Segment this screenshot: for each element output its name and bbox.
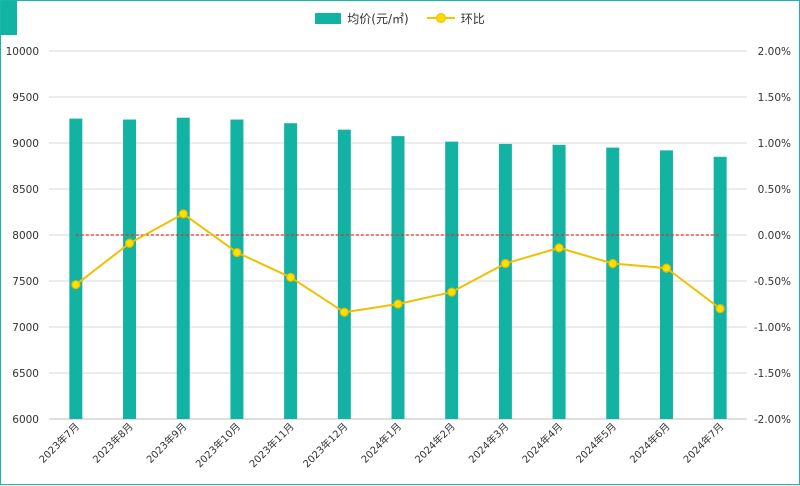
y-left-tick-label: 10000 — [6, 46, 39, 58]
y-left-tick-label: 6500 — [12, 368, 39, 380]
bar — [69, 118, 83, 420]
y-right-tick-label: -1.00% — [754, 322, 791, 334]
mom-point — [393, 299, 403, 309]
x-tick-label: 2023年12月 — [300, 420, 350, 470]
x-tick-label: 2023年10月 — [193, 420, 243, 470]
chart-legend: 均价(元/㎡) 环比 — [1, 8, 799, 28]
y-right-tick-label: -0.50% — [754, 276, 791, 288]
x-tick-label: 2023年8月 — [90, 420, 136, 466]
x-tick-label: 2024年1月 — [358, 420, 404, 466]
mom-point — [554, 243, 564, 253]
mom-point — [661, 263, 672, 273]
bar — [552, 144, 566, 419]
y-right-tick-label: -1.50% — [754, 368, 791, 380]
bar — [445, 141, 459, 419]
x-tick-label: 2024年3月 — [466, 420, 512, 466]
bar — [176, 117, 190, 419]
mom-point — [447, 287, 457, 297]
x-tick-label: 2024年6月 — [627, 420, 673, 466]
mom-point — [286, 272, 296, 282]
y-left-tick-label: 8000 — [12, 230, 39, 242]
corner-accent — [1, 1, 17, 35]
mom-point — [232, 247, 242, 258]
y-right-tick-label: 2.00% — [758, 46, 791, 58]
mom-point — [715, 304, 725, 314]
y-right-tick-label: -2.00% — [754, 414, 791, 426]
legend-swatch-bar — [315, 12, 342, 24]
mom-point — [608, 258, 618, 269]
bar — [230, 119, 244, 419]
x-tick-label: 2023年7月 — [36, 420, 82, 466]
x-tick-label: 2023年11月 — [246, 420, 296, 470]
bar — [713, 156, 727, 420]
mom-point — [124, 238, 135, 248]
y-left-tick-label: 7000 — [12, 322, 39, 334]
legend-item-mom: 环比 — [426, 10, 485, 27]
mom-point — [500, 258, 510, 269]
bar — [123, 119, 137, 419]
y-left-tick-label: 9500 — [12, 92, 39, 104]
bar — [606, 147, 620, 419]
mom-point — [71, 280, 81, 290]
bar — [284, 123, 298, 419]
bar — [659, 150, 673, 420]
legend-label-price: 均价(元/㎡) — [347, 11, 409, 26]
y-right-tick-label: 1.00% — [758, 138, 791, 150]
mom-point — [178, 209, 188, 219]
y-left-tick-label: 7500 — [12, 276, 39, 288]
legend-swatch-line — [426, 12, 455, 24]
bar — [337, 129, 351, 419]
y-right-tick-label: 0.50% — [758, 184, 791, 196]
legend-label-mom: 环比 — [460, 11, 485, 26]
x-tick-label: 2023年9月 — [144, 420, 190, 466]
y-right-tick-label: 1.50% — [758, 92, 791, 104]
legend-item-price: 均价(元/㎡) — [315, 10, 409, 27]
mom-point — [339, 307, 349, 317]
y-left-tick-label: 6000 — [12, 414, 39, 426]
x-tick-label: 2024年5月 — [573, 420, 619, 466]
y-left-tick-label: 9000 — [12, 138, 39, 150]
bar — [391, 136, 405, 419]
x-tick-label: 2024年4月 — [519, 420, 565, 466]
y-right-tick-label: 0.00% — [758, 230, 791, 242]
x-tick-label: 2024年2月 — [412, 420, 458, 466]
y-left-tick-label: 8500 — [12, 184, 39, 196]
bar — [498, 143, 512, 420]
x-tick-label: 2024年7月 — [680, 420, 726, 466]
